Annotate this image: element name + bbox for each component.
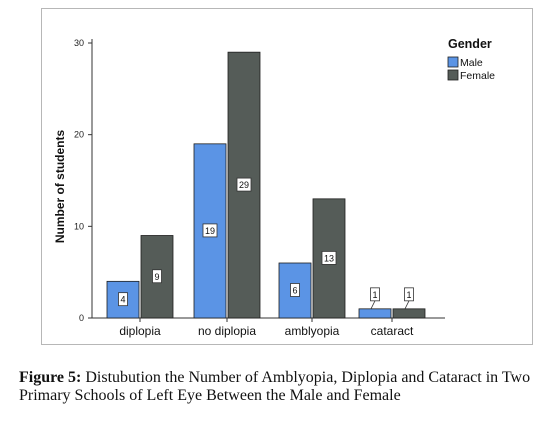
figure-caption: Figure 5: Distubution the Number of Ambl…	[19, 369, 534, 405]
data-label: 19	[205, 226, 215, 236]
legend-title: Gender	[448, 37, 492, 51]
y-tick-label: 20	[74, 130, 84, 140]
data-label-box	[370, 287, 380, 302]
data-label: 4	[120, 295, 125, 305]
data-label-box	[290, 283, 300, 297]
bar-chart: Number of students 0 10 20 30 diplopia 4 9 no di…	[53, 37, 495, 338]
data-label-box	[202, 223, 218, 238]
y-tick-label: 0	[79, 313, 84, 323]
y-tick-label: 10	[74, 221, 84, 231]
bar-female-cataract	[392, 308, 426, 319]
data-label-leader	[404, 300, 410, 310]
data-label-box	[236, 177, 252, 192]
data-label: 6	[292, 286, 297, 296]
y-tick-label: 30	[74, 38, 84, 48]
data-label: 13	[324, 253, 334, 263]
data-label-box	[152, 269, 162, 284]
x-tick-label: cataract	[371, 324, 414, 338]
x-tick-label: no diplopia	[198, 324, 256, 338]
data-label: 9	[154, 272, 159, 282]
data-label-box	[118, 292, 128, 307]
y-axis-label: Number of students	[53, 130, 67, 244]
x-tick-label: amblyopia	[285, 324, 340, 338]
data-label-leader	[370, 300, 376, 310]
legend-label-female: Female	[460, 70, 495, 82]
data-label: 29	[239, 180, 249, 190]
legend-swatch-female	[447, 69, 459, 81]
data-label-box	[404, 287, 414, 302]
data-label: 1	[372, 290, 377, 300]
data-label: 1	[406, 290, 411, 300]
figure-frame: Number of students 0 10 20 30 diplopia 4 9 no di…	[41, 8, 533, 345]
caption-text: Distubution the Number of Amblyopia, Dip…	[19, 369, 531, 404]
caption-label: Figure 5:	[19, 369, 82, 386]
legend-label-male: Male	[460, 57, 483, 69]
data-label-box	[321, 251, 337, 265]
x-tick-label: diplopia	[119, 324, 161, 338]
legend-swatch-male	[447, 56, 459, 68]
bar-male-cataract	[358, 308, 392, 319]
